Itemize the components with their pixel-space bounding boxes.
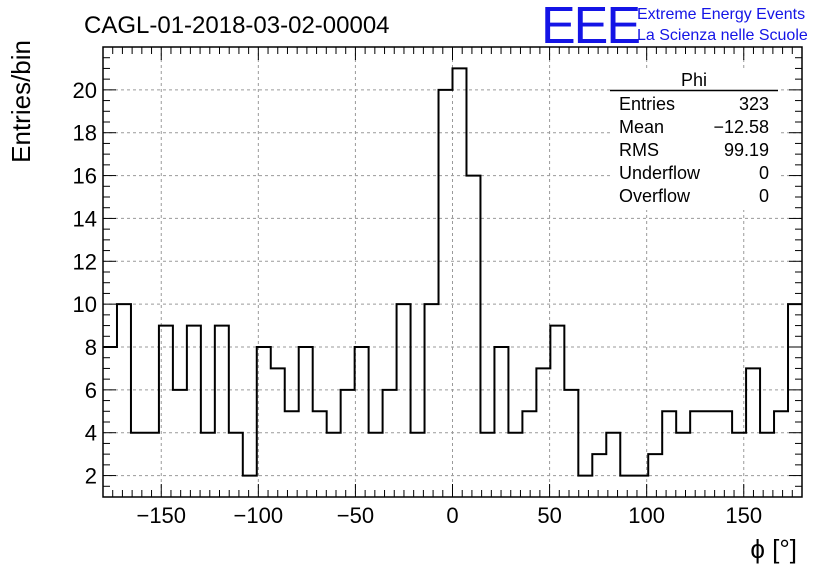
y-tick-label: 6	[85, 378, 97, 403]
stats-box-title: Phi	[681, 70, 707, 90]
histogram-series	[103, 67, 802, 477]
x-axis-label: ϕ [°]	[750, 534, 797, 564]
y-tick-label: 14	[73, 206, 97, 231]
x-tick-label: 150	[725, 503, 762, 528]
y-tick-label: 8	[85, 335, 97, 360]
histogram-outline	[103, 67, 802, 477]
stats-row-value: 0	[759, 186, 769, 206]
stats-row-label: RMS	[619, 140, 659, 160]
stats-row-label: Mean	[619, 117, 664, 137]
y-tick-label: 16	[73, 164, 97, 189]
chart-title: CAGL-01-2018-03-02-00004	[84, 12, 390, 39]
logo-line-2: La Scienza nelle Scuole	[637, 27, 808, 44]
eee-logo: EEE Extreme Energy Events La Scienza nel…	[541, 0, 808, 55]
y-tick-label: 20	[73, 78, 97, 103]
x-tick-label: 100	[628, 503, 665, 528]
stats-row-label: Entries	[619, 94, 675, 114]
stats-box: Phi Entries 323 Mean −12.58 RMS 99.19 Underflo…	[610, 70, 778, 210]
x-tick-label: 50	[537, 503, 561, 528]
eee-logo-mark: EEE	[541, 0, 639, 55]
x-tick-label: −50	[337, 503, 374, 528]
stats-row-label: Underflow	[619, 163, 701, 183]
x-tick-label: 0	[446, 503, 458, 528]
stats-row-value: 0	[759, 163, 769, 183]
y-tick-label: 10	[73, 292, 97, 317]
x-tick-label: −150	[136, 503, 186, 528]
y-tick-label: 12	[73, 249, 97, 274]
x-tick-label: −100	[234, 503, 284, 528]
y-tick-label: 2	[85, 464, 97, 489]
stats-row-value: −12.58	[713, 117, 769, 137]
stats-row-value: 99.19	[724, 140, 769, 160]
stats-row-value: 323	[739, 94, 769, 114]
y-axis-label: Entries/bin	[6, 40, 36, 163]
y-tick-labels: 2 4 6 8 10 12 14 16 18 20	[73, 78, 97, 489]
x-tick-labels: −150 −100 −50 0 50 100 150	[136, 503, 762, 528]
stats-rows: Entries 323 Mean −12.58 RMS 99.19 Underflow 0 Ov…	[619, 94, 769, 206]
y-tick-label: 18	[73, 121, 97, 146]
stats-row-label: Overflow	[619, 186, 691, 206]
stats-box-background	[610, 70, 778, 210]
axis-ticks	[103, 46, 802, 497]
logo-line-1: Extreme Energy Events	[637, 6, 805, 23]
y-tick-label: 4	[85, 421, 97, 446]
